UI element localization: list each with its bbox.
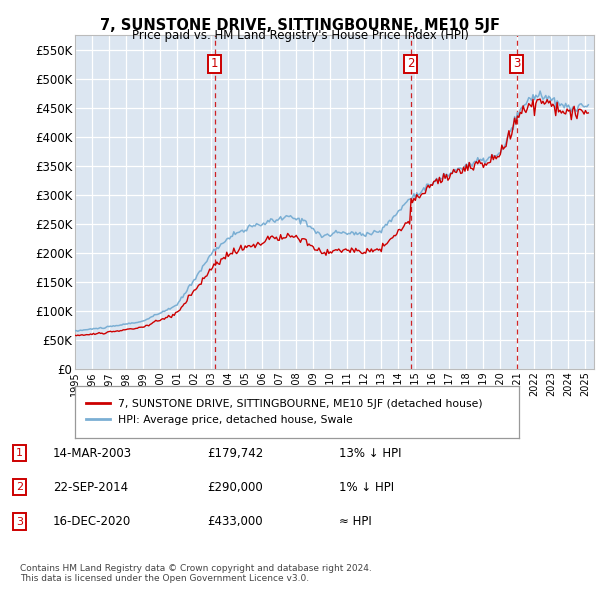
Text: 3: 3 bbox=[513, 57, 520, 70]
Text: 16-DEC-2020: 16-DEC-2020 bbox=[53, 515, 131, 528]
Text: 1% ↓ HPI: 1% ↓ HPI bbox=[339, 481, 394, 494]
Text: £179,742: £179,742 bbox=[207, 447, 263, 460]
Text: 3: 3 bbox=[16, 517, 23, 526]
Text: £290,000: £290,000 bbox=[207, 481, 263, 494]
Text: Price paid vs. HM Land Registry's House Price Index (HPI): Price paid vs. HM Land Registry's House … bbox=[131, 30, 469, 42]
Text: 1: 1 bbox=[211, 57, 218, 70]
Text: Contains HM Land Registry data © Crown copyright and database right 2024.
This d: Contains HM Land Registry data © Crown c… bbox=[20, 563, 371, 583]
Text: 13% ↓ HPI: 13% ↓ HPI bbox=[339, 447, 401, 460]
Text: 2: 2 bbox=[16, 483, 23, 492]
Text: 1: 1 bbox=[16, 448, 23, 458]
Text: 7, SUNSTONE DRIVE, SITTINGBOURNE, ME10 5JF: 7, SUNSTONE DRIVE, SITTINGBOURNE, ME10 5… bbox=[100, 18, 500, 32]
Legend: 7, SUNSTONE DRIVE, SITTINGBOURNE, ME10 5JF (detached house), HPI: Average price,: 7, SUNSTONE DRIVE, SITTINGBOURNE, ME10 5… bbox=[86, 399, 483, 425]
Text: £433,000: £433,000 bbox=[207, 515, 263, 528]
Text: 22-SEP-2014: 22-SEP-2014 bbox=[53, 481, 128, 494]
Text: 2: 2 bbox=[407, 57, 415, 70]
Text: ≈ HPI: ≈ HPI bbox=[339, 515, 372, 528]
Text: 14-MAR-2003: 14-MAR-2003 bbox=[53, 447, 132, 460]
